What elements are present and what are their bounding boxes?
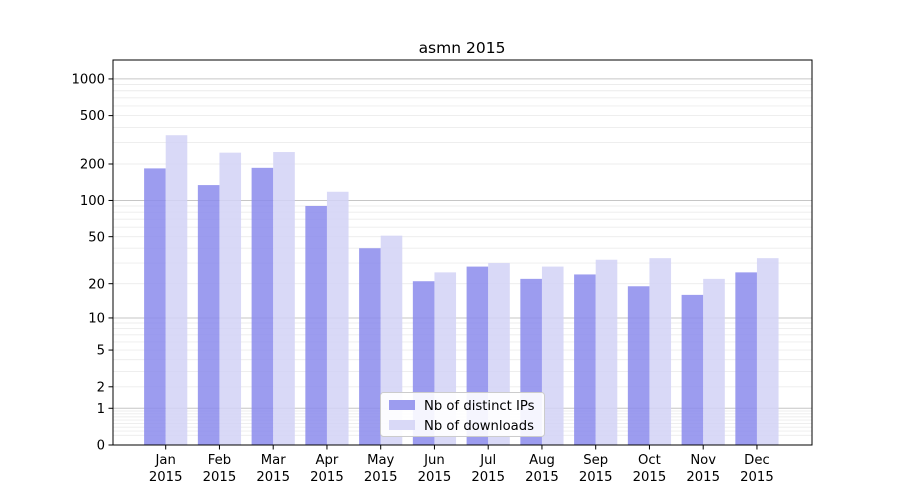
bar-downloads bbox=[326, 191, 349, 445]
x-tick-label-month: Sep bbox=[583, 453, 608, 468]
y-tick-label: 1000 bbox=[71, 73, 105, 88]
x-tick-label-year: 2015 bbox=[740, 470, 774, 485]
legend-swatch-downloads bbox=[389, 420, 415, 430]
axis-ticks bbox=[108, 78, 758, 450]
x-tick-label-month: Jan bbox=[155, 453, 176, 468]
y-tick-label: 50 bbox=[88, 230, 105, 245]
x-tick-label-month: Jun bbox=[423, 453, 445, 468]
y-tick-label: 20 bbox=[88, 277, 105, 292]
bar-downloads bbox=[541, 266, 564, 445]
bars-layer bbox=[144, 135, 779, 446]
y-tick-label: 0 bbox=[97, 439, 105, 454]
legend-label-distinct-ips: Nb of distinct IPs bbox=[424, 399, 535, 414]
y-tick-label: 1 bbox=[97, 402, 105, 417]
bar-distinct-ips bbox=[359, 248, 381, 445]
bar-downloads bbox=[595, 259, 618, 445]
bar-downloads bbox=[273, 152, 295, 446]
bar-distinct-ips bbox=[144, 168, 166, 445]
bar-distinct-ips bbox=[305, 205, 327, 445]
bar-downloads bbox=[756, 258, 779, 445]
legend-box bbox=[380, 392, 545, 437]
bar-downloads bbox=[649, 258, 672, 445]
y-tick-label: 100 bbox=[80, 194, 105, 209]
bar-distinct-ips bbox=[574, 274, 596, 445]
x-tick-label-year: 2015 bbox=[256, 470, 290, 485]
y-tick-label: 2 bbox=[97, 380, 105, 395]
x-tick-label-year: 2015 bbox=[525, 470, 559, 485]
legend-label-downloads: Nb of downloads bbox=[424, 419, 534, 434]
x-tick-labels: Jan 2015 Feb 2015 Mar 2015 Apr 2015 May 2015 Jun 20… bbox=[149, 453, 774, 485]
x-tick-label-month: Dec bbox=[744, 453, 770, 468]
legend-swatch-distinct-ips bbox=[389, 400, 415, 410]
x-tick-label-year: 2015 bbox=[579, 470, 613, 485]
x-tick-label-month: Mar bbox=[261, 453, 286, 468]
bar-distinct-ips bbox=[735, 272, 757, 445]
x-tick-label-year: 2015 bbox=[686, 470, 720, 485]
y-tick-labels: 0 1 2 5 10 20 50 100 200 500 1000 bbox=[71, 73, 105, 454]
bar-downloads bbox=[219, 152, 242, 445]
x-tick-label-month: Aug bbox=[529, 453, 555, 468]
y-tick-label: 500 bbox=[80, 109, 105, 124]
x-tick-label-year: 2015 bbox=[471, 470, 505, 485]
x-tick-label-year: 2015 bbox=[364, 470, 398, 485]
y-tick-label: 10 bbox=[88, 312, 105, 327]
plot-frame bbox=[112, 59, 813, 446]
x-tick-label-month: Feb bbox=[208, 453, 231, 468]
x-tick-label-month: Jul bbox=[479, 453, 496, 468]
x-tick-label-month: Oct bbox=[638, 453, 661, 468]
x-tick-label-year: 2015 bbox=[633, 470, 667, 485]
x-tick-label-month: Apr bbox=[316, 453, 339, 468]
x-tick-label-month: Nov bbox=[690, 453, 716, 468]
bar-distinct-ips bbox=[627, 286, 650, 445]
x-tick-label-year: 2015 bbox=[149, 470, 183, 485]
legend: Nb of distinct IPs Nb of downloads bbox=[380, 392, 545, 437]
chart-title: asmn 2015 bbox=[419, 39, 506, 57]
bar-downloads bbox=[703, 278, 725, 445]
bar-distinct-ips bbox=[197, 185, 220, 446]
bar-distinct-ips bbox=[251, 167, 274, 445]
x-tick-label-month: May bbox=[367, 453, 394, 468]
bar-downloads bbox=[165, 135, 188, 445]
bar-distinct-ips bbox=[681, 294, 704, 445]
y-tick-label: 200 bbox=[80, 158, 105, 173]
plot-border bbox=[112, 59, 813, 446]
x-tick-label-year: 2015 bbox=[310, 470, 344, 485]
y-tick-label: 5 bbox=[97, 344, 105, 359]
x-tick-label-year: 2015 bbox=[418, 470, 452, 485]
x-tick-label-year: 2015 bbox=[203, 470, 237, 485]
